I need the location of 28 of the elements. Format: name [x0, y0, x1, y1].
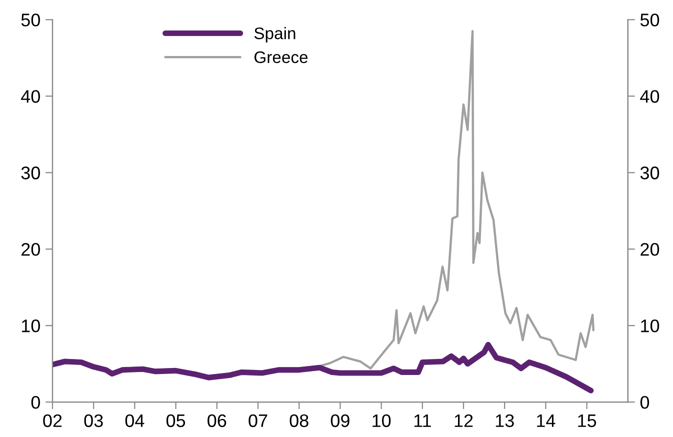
x-tick-label: 06 — [208, 414, 226, 428]
y2-tick-label: 20 — [640, 243, 660, 256]
x-tick-label: 03 — [84, 414, 103, 428]
x-tick-label: 04 — [125, 414, 144, 428]
x-tick-label: 08 — [290, 414, 308, 428]
y-tick-label: 0 — [31, 396, 40, 409]
x-tick-label: 13 — [496, 414, 514, 428]
y-tick-label: 40 — [21, 90, 40, 103]
x-tick-label: 09 — [330, 414, 350, 428]
x-tick-label: 07 — [248, 414, 268, 428]
y2-tick-label: 10 — [641, 320, 660, 332]
legend-label: Greece — [254, 51, 308, 64]
y-tick-label: 30 — [21, 166, 40, 180]
x-tick-label: 12 — [454, 414, 473, 427]
y2-tick-label: 0 — [640, 396, 650, 409]
x-tick-label: 10 — [372, 414, 391, 428]
x-tick-label: 15 — [578, 414, 596, 428]
x-tick-label: 02 — [43, 414, 62, 428]
x-tick-label: 11 — [414, 414, 431, 427]
y-tick-label: 10 — [22, 320, 40, 332]
y-tick-label: 20 — [22, 243, 40, 256]
y2-tick-label: 50 — [640, 14, 660, 26]
x-tick-label: 05 — [166, 414, 186, 428]
x-tick-label: 14 — [537, 414, 556, 427]
y2-tick-label: 30 — [640, 166, 660, 180]
y2-tick-label: 40 — [640, 90, 660, 103]
y-tick-label: 50 — [21, 14, 40, 26]
legend-label: Spain — [254, 27, 296, 43]
